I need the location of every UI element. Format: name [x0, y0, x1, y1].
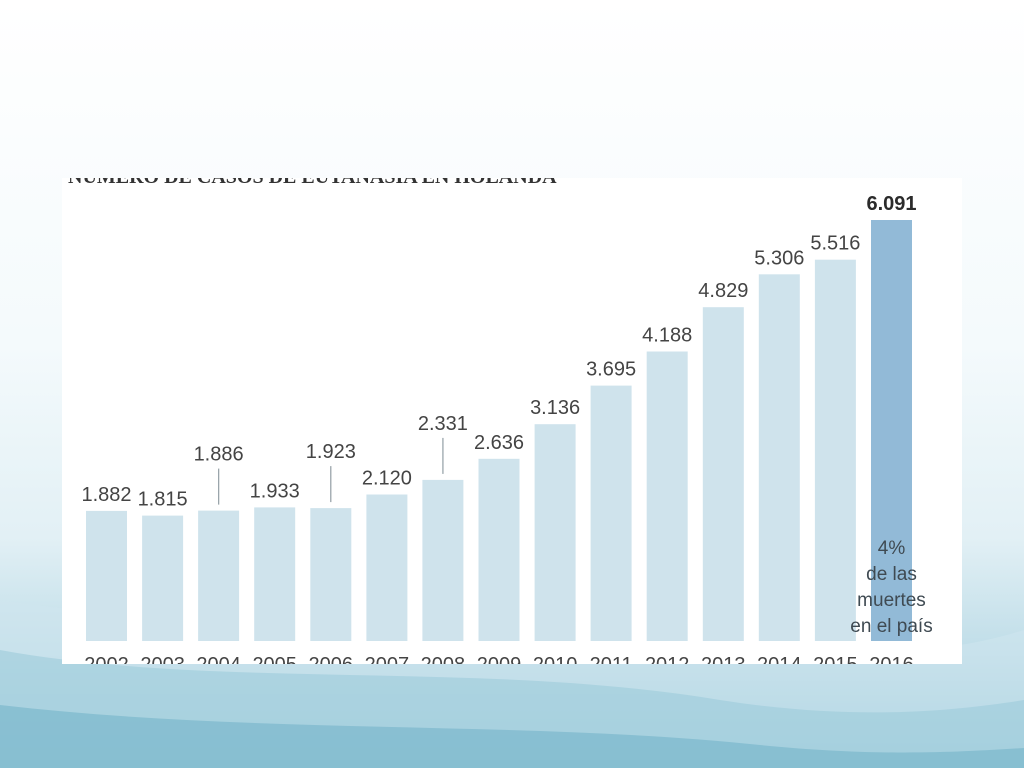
value-label-2015: 5.516 [810, 233, 860, 255]
value-label-2010: 3.136 [530, 397, 580, 419]
value-label-2002: 1.882 [81, 484, 131, 506]
bar-2002 [86, 510, 127, 641]
bar-2004 [198, 510, 240, 641]
value-label-2008: 2.331 [418, 413, 468, 435]
year-label-2005: 2005 [252, 654, 297, 664]
value-label-2007: 2.120 [362, 468, 412, 490]
annotation-line: 4% [878, 538, 906, 559]
bar-2015 [814, 259, 856, 641]
year-label-2016: 2016 [869, 654, 914, 664]
value-label-2009: 2.636 [474, 432, 524, 454]
year-label-2002: 2002 [84, 654, 129, 664]
bar-2012 [646, 351, 688, 641]
bar-2006 [310, 508, 352, 641]
value-label-2013: 4.829 [698, 280, 748, 302]
bar-2016 [871, 220, 912, 641]
value-label-2006: 1.923 [306, 441, 356, 463]
bar-2007 [366, 494, 408, 641]
annotation-group: 4% de las muertes en el país [850, 538, 932, 637]
bar-2005 [254, 507, 296, 641]
chart-title: NÚMERO DE CASOS DE EUTANASIA EN HOLANDA [68, 178, 557, 188]
annotation-line: de las [866, 564, 917, 585]
bar-2008 [422, 479, 464, 641]
annotation-line: muertes [857, 590, 926, 611]
year-label-2010: 2010 [533, 654, 578, 664]
value-label-2012: 4.188 [642, 325, 692, 347]
bars-group [86, 220, 912, 641]
bar-2003 [142, 515, 184, 641]
year-label-2003: 2003 [140, 654, 185, 664]
value-label-2016: 6.091 [866, 193, 916, 215]
year-label-2009: 2009 [477, 654, 522, 664]
bar-2011 [590, 385, 632, 641]
bar-2009 [478, 458, 520, 641]
value-label-2004: 1.886 [194, 444, 244, 466]
year-label-2014: 2014 [757, 654, 802, 664]
year-labels-group: 2002 2003 2004 2005 2006 2007 2008 2009 2010 2011… [84, 654, 914, 664]
year-label-2008: 2008 [421, 654, 466, 664]
value-label-2014: 5.306 [754, 247, 804, 269]
year-label-2012: 2012 [645, 654, 690, 664]
bar-chart: NÚMERO DE CASOS DE EUTANASIA EN HOLANDA … [68, 178, 933, 664]
value-label-2003: 1.815 [138, 489, 188, 511]
value-label-2011: 3.695 [586, 359, 636, 381]
year-label-2006: 2006 [309, 654, 354, 664]
bar-2010 [534, 424, 576, 641]
value-labels-group: 1.882 1.815 1.886 1.933 1.923 2.120 2.331 2.636… [81, 193, 916, 511]
leader-lines-group [217, 437, 444, 505]
bar-2013 [702, 307, 744, 641]
year-label-2013: 2013 [701, 654, 746, 664]
year-label-2015: 2015 [813, 654, 858, 664]
bar-2014 [758, 274, 800, 641]
annotation-line: en el país [850, 616, 932, 637]
value-label-2005: 1.933 [250, 480, 300, 502]
year-label-2011: 2011 [590, 654, 633, 664]
year-label-2007: 2007 [365, 654, 410, 664]
year-label-2004: 2004 [196, 654, 241, 664]
chart-panel: NÚMERO DE CASOS DE EUTANASIA EN HOLANDA … [62, 178, 962, 664]
